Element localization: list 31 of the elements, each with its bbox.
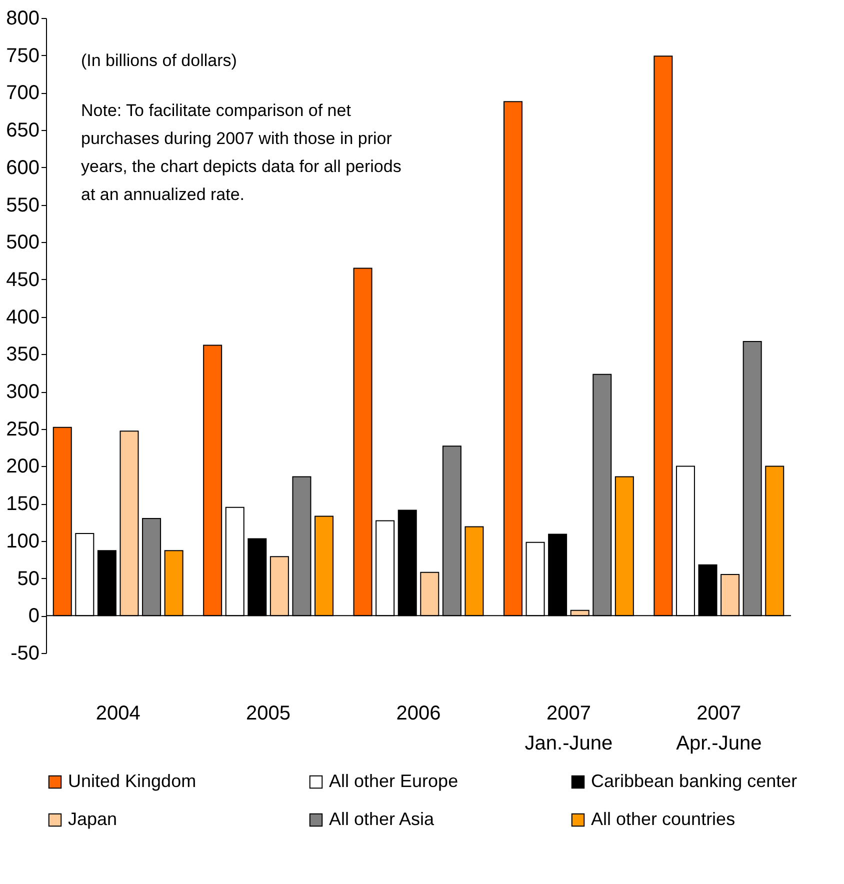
- x-tick-label: 2007 Jan.-June: [524, 702, 613, 754]
- y-tick-label: 400: [6, 306, 40, 328]
- x-tick-label: 2005: [246, 702, 291, 724]
- annotation: (In billions of dollars): [81, 51, 237, 70]
- y-tick-label: 0: [28, 605, 40, 628]
- legend-label: Caribbean banking center: [591, 771, 798, 791]
- y-tick-label: 50: [17, 568, 40, 590]
- y-tick-label: 350: [6, 344, 40, 366]
- y-tick-label: 800: [6, 8, 40, 30]
- x-tick-label: 2007 Apr.-June: [676, 702, 762, 754]
- legend-label: All other Europe: [329, 771, 458, 791]
- y-tick-label: 600: [6, 156, 40, 179]
- y-tick-label: 550: [6, 194, 40, 216]
- y-tick-label: 200: [6, 456, 40, 478]
- y-tick-label: 750: [6, 44, 40, 67]
- y-tick-label: -50: [10, 642, 40, 664]
- legend-label: All other Asia: [329, 809, 436, 829]
- y-tick-label: 500: [6, 232, 40, 254]
- y-tick-label: 100: [6, 530, 40, 552]
- y-tick-label: 450: [6, 268, 40, 291]
- y-tick-label: 700: [6, 82, 40, 104]
- y-tick-label: 300: [6, 381, 40, 404]
- annotation: Note: To facilitate comparison of net purchases during 2007 with those in prior years, the chart depicts data for all periods at an annualized rate.: [81, 101, 402, 204]
- legend-label: All other countries: [591, 809, 736, 829]
- y-tick-label: 150: [6, 493, 40, 516]
- legend-label: Japan: [68, 809, 118, 829]
- x-tick-label: 2004: [96, 702, 140, 724]
- y-tick-label: 650: [6, 120, 40, 142]
- legend-label: United Kingdom: [68, 771, 196, 791]
- y-tick-label: 250: [6, 418, 40, 440]
- x-tick-label: 2006: [396, 702, 441, 724]
